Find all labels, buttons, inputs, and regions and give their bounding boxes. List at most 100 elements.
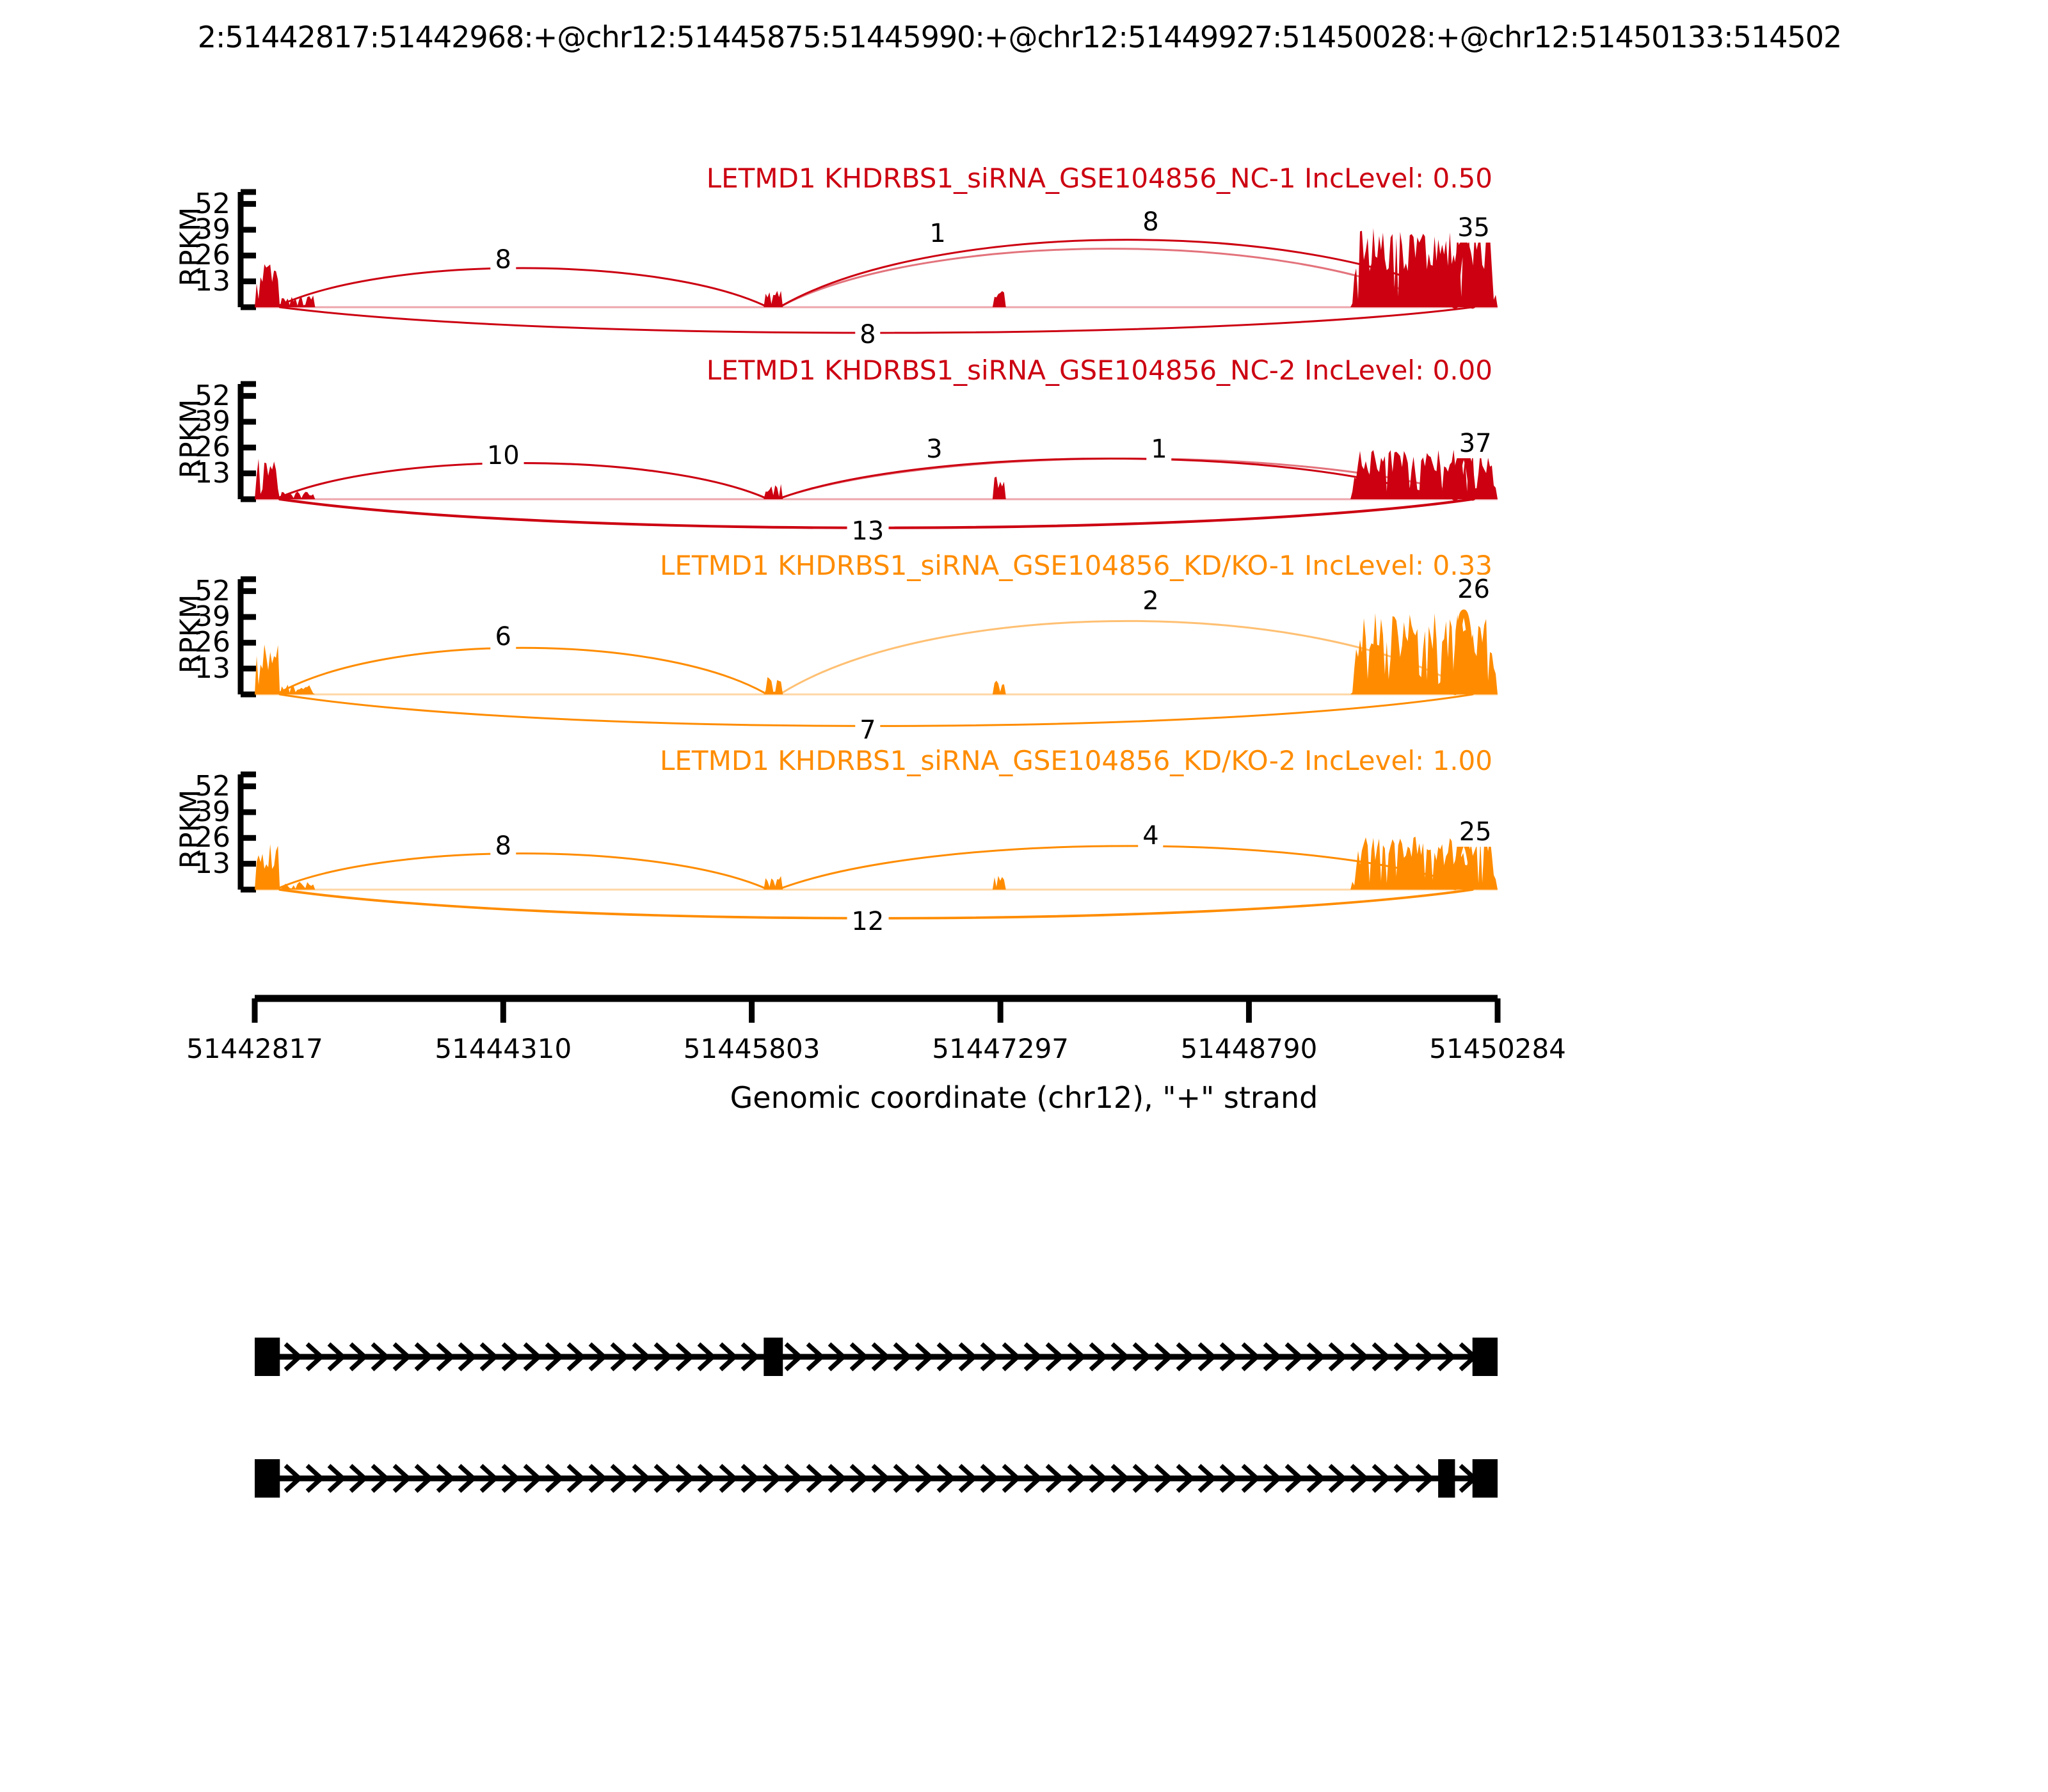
strand-arrow xyxy=(1045,1464,1065,1493)
sashimi-panel: RPKM 13 26 39 52 LETMD1 KHDRBS1_siRNA_GSE1048… xyxy=(0,163,2048,390)
strand-arrow xyxy=(1176,1342,1196,1372)
strand-arrow xyxy=(305,1342,325,1372)
strand-arrow xyxy=(893,1464,913,1493)
strand-arrow xyxy=(1437,1342,1457,1372)
junction-count-label: 13 xyxy=(847,516,889,546)
exon-box xyxy=(255,1459,280,1498)
junction-count-label: 25 xyxy=(1454,817,1496,847)
strand-arrow xyxy=(697,1464,717,1493)
x-tick-label: 51448790 xyxy=(1180,1033,1318,1064)
strand-arrow xyxy=(871,1464,891,1493)
coverage-area xyxy=(992,876,1006,890)
strand-arrow xyxy=(349,1342,369,1372)
strand-arrow xyxy=(1263,1342,1283,1372)
strand-arrow xyxy=(1372,1342,1391,1372)
strand-arrow xyxy=(1415,1464,1435,1493)
junction-count-label: 10 xyxy=(482,440,524,470)
coverage-area xyxy=(255,264,280,307)
junction-arc xyxy=(781,845,1474,889)
strand-arrow xyxy=(1415,1342,1435,1372)
strand-arrow xyxy=(523,1464,543,1493)
strand-arrow xyxy=(675,1464,695,1493)
y-tick-label: 26 xyxy=(195,821,230,854)
x-tick-label: 51444310 xyxy=(435,1033,572,1064)
coverage-area xyxy=(764,484,783,499)
exon-box xyxy=(255,1338,280,1376)
strand-arrow xyxy=(958,1342,978,1372)
strand-arrow xyxy=(915,1464,934,1493)
sashimi-panel: RPKM 13 26 39 52 LETMD1 KHDRBS1_siRNA_GSE1048… xyxy=(0,550,2048,778)
strand-arrow xyxy=(828,1342,847,1372)
junction-count-label: 37 xyxy=(1454,429,1496,459)
strand-arrow xyxy=(436,1464,456,1493)
strand-arrow xyxy=(719,1464,739,1493)
junction-arc xyxy=(278,852,765,889)
y-tick-label: 39 xyxy=(195,795,230,828)
strand-arrow xyxy=(414,1464,434,1493)
y-tick-label: 52 xyxy=(195,187,230,220)
junction-count-label: 7 xyxy=(855,715,881,745)
y-tick-label: 13 xyxy=(195,456,230,490)
y-tick-labels: 13 26 39 52 xyxy=(154,577,230,694)
strand-arrow xyxy=(1263,1464,1283,1493)
strand-arrow xyxy=(1197,1464,1217,1493)
junction-arc xyxy=(781,620,1474,694)
strand-arrow xyxy=(936,1342,956,1372)
strand-arrow xyxy=(849,1464,869,1493)
coverage-area xyxy=(764,291,783,307)
y-tick-labels: 13 26 39 52 xyxy=(154,187,230,307)
strand-arrow xyxy=(545,1342,564,1372)
page-title-text: 2:51442817:51442968:+@chr12:51445875:514… xyxy=(197,20,1843,54)
exon-box xyxy=(764,1338,783,1376)
strand-arrow xyxy=(1219,1464,1239,1493)
junction-count-label: 6 xyxy=(490,622,516,652)
x-tick-label: 51450284 xyxy=(1429,1033,1566,1064)
junction-count-label: 35 xyxy=(1453,212,1494,243)
strand-arrow xyxy=(1154,1464,1174,1493)
strand-arrow xyxy=(1089,1342,1108,1372)
strand-arrow xyxy=(349,1464,369,1493)
strand-arrow xyxy=(1067,1464,1087,1493)
y-tick-label: 26 xyxy=(195,431,230,464)
strand-arrow xyxy=(719,1342,739,1372)
strand-arrow xyxy=(284,1464,303,1493)
exon-box xyxy=(1438,1459,1455,1498)
strand-arrow xyxy=(1241,1342,1261,1372)
y-tick-label: 26 xyxy=(195,239,230,272)
strand-arrow xyxy=(653,1464,673,1493)
track-title: LETMD1 KHDRBS1_siRNA_GSE104856_NC-2 IncL… xyxy=(706,355,1492,386)
page-title: 2:51442817:51442968:+@chr12:51445875:514… xyxy=(0,12,2048,63)
x-tick-label: 51447297 xyxy=(932,1033,1069,1064)
junction-count-label: 26 xyxy=(1453,574,1494,604)
junction-arc xyxy=(781,458,1439,499)
x-axis-line xyxy=(252,995,1501,1023)
y-tick-label: 39 xyxy=(195,404,230,438)
strand-arrow xyxy=(371,1464,390,1493)
strand-arrow xyxy=(1132,1464,1152,1493)
y-tick-label: 39 xyxy=(195,600,230,633)
coverage-area xyxy=(992,476,1006,499)
strand-arrow xyxy=(828,1464,847,1493)
strand-arrow xyxy=(849,1342,869,1372)
strand-arrow xyxy=(784,1342,804,1372)
junction-count-label: 3 xyxy=(922,435,947,465)
x-axis: 51442817 51444310 51445803 51447297 51448790… xyxy=(0,991,2048,1144)
junction-arc xyxy=(1452,609,1475,695)
y-tick-label: 13 xyxy=(195,264,230,298)
strand-arrow xyxy=(632,1342,652,1372)
coverage-area xyxy=(280,295,316,307)
gene-model-svg xyxy=(255,1338,1498,1498)
coverage-area xyxy=(992,291,1006,307)
strand-arrow xyxy=(392,1464,412,1493)
strand-arrow xyxy=(1002,1342,1021,1372)
gene-model-tracks xyxy=(0,1318,2048,1587)
strand-arrow xyxy=(284,1342,303,1372)
junction-count-label: 4 xyxy=(1138,821,1164,851)
junction-arc xyxy=(278,267,765,307)
strand-arrow xyxy=(1002,1464,1021,1493)
strand-arrow xyxy=(566,1464,586,1493)
junction-arc xyxy=(781,248,1439,307)
y-tick-label: 39 xyxy=(195,212,230,246)
strand-arrow xyxy=(1284,1342,1304,1372)
strand-arrow xyxy=(1306,1464,1326,1493)
